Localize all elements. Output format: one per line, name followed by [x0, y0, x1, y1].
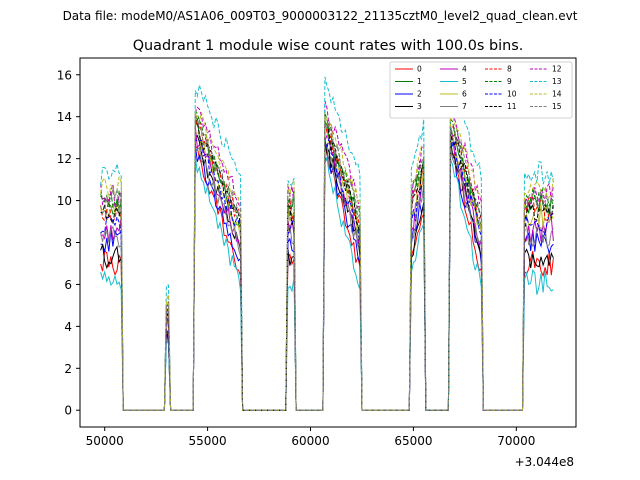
legend-label-3: 3: [417, 102, 422, 111]
legend-label-10: 10: [507, 90, 517, 99]
x-tick-label: 70000: [497, 434, 535, 448]
x-axis: 50000 55000 60000 65000 70000: [86, 427, 535, 448]
series-line-10: [100, 128, 554, 411]
y-tick-label: 10: [57, 194, 72, 208]
legend-label-1: 1: [417, 77, 422, 86]
legend-label-0: 0: [417, 65, 422, 74]
y-tick-label: 12: [57, 152, 72, 166]
series-line-11: [100, 119, 554, 411]
legend-label-2: 2: [417, 90, 422, 99]
x-offset-label: +3.044e8: [515, 455, 574, 469]
y-tick-label: 16: [57, 68, 72, 82]
x-tick-label: 55000: [189, 434, 227, 448]
series-line-0: [100, 143, 554, 411]
legend-label-7: 7: [462, 102, 467, 111]
legend-label-12: 12: [552, 65, 562, 74]
x-tick-label: 50000: [86, 434, 124, 448]
plot-area: [100, 76, 554, 411]
y-tick-label: 8: [64, 236, 72, 250]
chart-suptitle: Data file: modeM0/AS1A06_009T03_90000031…: [63, 9, 578, 23]
series-line-7: [100, 143, 554, 411]
legend-label-11: 11: [507, 102, 517, 111]
y-tick-label: 0: [64, 404, 72, 418]
series-line-3: [100, 134, 554, 411]
y-tick-label: 14: [57, 110, 72, 124]
series-line-1: [100, 117, 554, 411]
y-tick-label: 2: [64, 362, 72, 376]
y-tick-label: 6: [64, 278, 72, 292]
legend-label-14: 14: [552, 90, 562, 99]
series-line-6: [100, 120, 554, 411]
legend-label-13: 13: [552, 77, 562, 86]
series-line-2: [100, 143, 554, 411]
y-axis: 0 2 4 6 8 10 12 14 16: [57, 68, 80, 418]
legend-label-6: 6: [462, 90, 467, 99]
x-tick-label: 65000: [394, 434, 432, 448]
legend-label-8: 8: [507, 65, 512, 74]
legend-label-4: 4: [462, 65, 467, 74]
series-line-15: [100, 115, 554, 411]
series-line-4: [100, 125, 554, 411]
chart-title: Quadrant 1 module wise count rates with …: [133, 38, 524, 54]
legend-box: [389, 61, 573, 119]
legend-label-15: 15: [552, 102, 562, 111]
y-tick-label: 4: [64, 320, 72, 334]
series-line-13: [100, 76, 554, 411]
series-line-5: [100, 156, 554, 411]
legend-label-5: 5: [462, 77, 467, 86]
series-line-8: [100, 111, 554, 411]
legend-label-9: 9: [507, 77, 512, 86]
x-tick-label: 60000: [291, 434, 329, 448]
